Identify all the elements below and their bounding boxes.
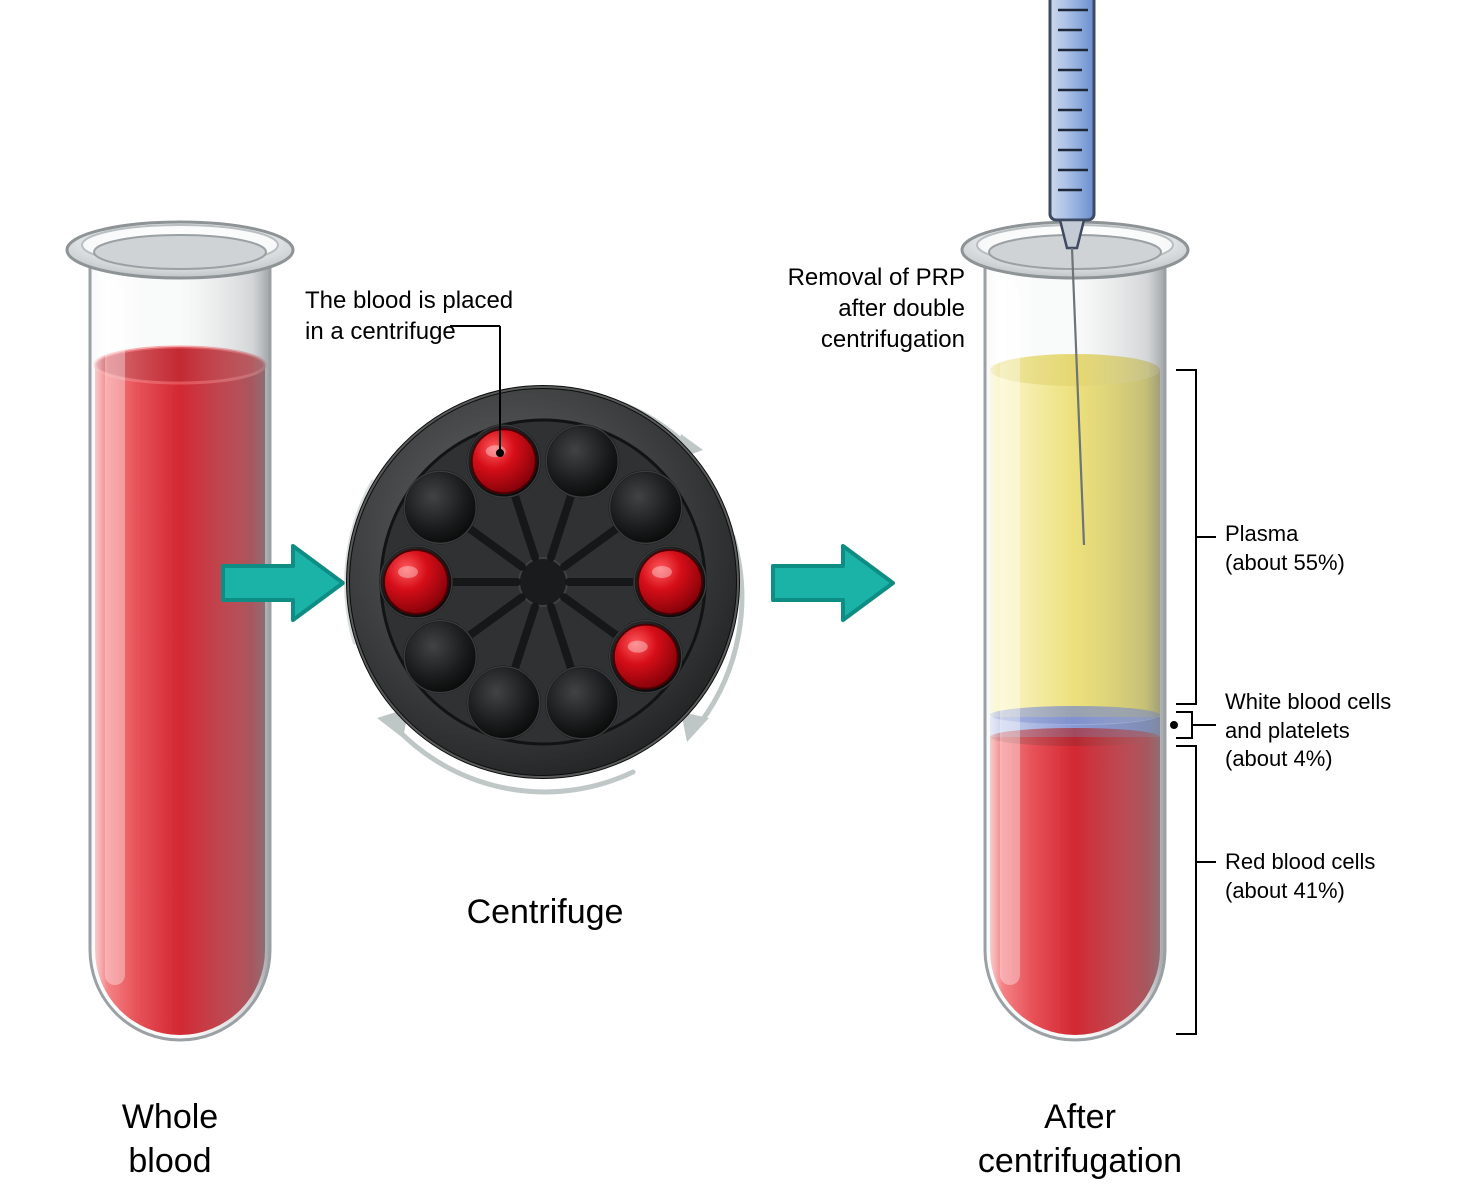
label-plasma: Plasma (about 55%) — [1225, 520, 1345, 577]
syringe — [1002, 0, 1142, 550]
label-wbc: White blood cells and platelets (about 4… — [1225, 688, 1391, 774]
label-centrifuge-note: The blood is placed in a centrifuge — [305, 285, 513, 347]
label-prp: Removal of PRP after double centrifugati… — [765, 262, 965, 356]
label-after: After centrifugation — [965, 1095, 1195, 1183]
arrow-2 — [768, 538, 898, 628]
label-centrifuge: Centrifuge — [440, 890, 650, 934]
label-whole-blood: Whole blood — [95, 1095, 245, 1183]
whole-blood-tube — [50, 195, 310, 1065]
label-rbc: Red blood cells (about 41%) — [1225, 848, 1375, 905]
